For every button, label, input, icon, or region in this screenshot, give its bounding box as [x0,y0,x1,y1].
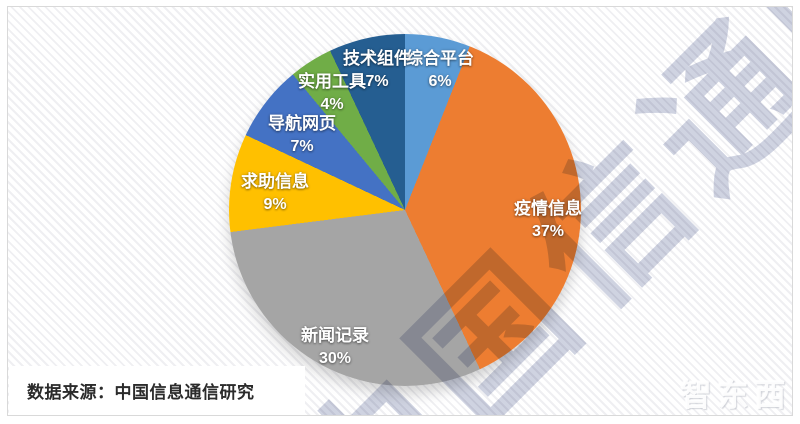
slice-label-jishuzujian: 技术组件 7% [343,47,411,93]
chart-panel: 中国信通院 综合平台 6% 疫情信息 37% 新闻记录 30% 求助信息 9% … [7,6,793,416]
slice-percent: 9% [263,196,287,213]
slice-name: 实用工具 [298,72,366,91]
data-source-text: 数据来源：中国信息通信研究 [27,383,255,402]
slice-percent: 7% [290,138,314,155]
slice-label-shiyonggongju: 实用工具 4% [298,70,366,116]
zhidx-logo-text: 智东西 [680,378,792,413]
slice-name: 技术组件 [343,49,411,68]
zhidx-logo: 智东西 zhidx.com [680,370,792,415]
slice-name: 疫情信息 [514,199,582,218]
slice-percent: 7% [365,73,389,90]
slice-name: 新闻记录 [301,326,369,345]
slice-percent: 30% [318,350,352,367]
slice-percent: 4% [320,96,344,113]
slice-label-daohangwangye: 导航网页 7% [268,112,336,158]
data-source-box: 数据来源：中国信息通信研究 [9,366,305,415]
slice-label-yiqingxinxi: 疫情信息 37% [514,197,582,243]
slice-percent: 6% [428,73,452,90]
slice-name: 求助信息 [241,172,309,191]
slice-label-qiuzhuxinxi: 求助信息 9% [241,170,309,216]
slice-name: 综合平台 [406,49,474,68]
slice-label-zonghepingtai: 综合平台 6% [406,47,474,93]
pie-chart [229,34,581,386]
slice-name: 导航网页 [268,114,336,133]
slice-percent: 37% [531,223,565,240]
slice-label-xinwenjilu: 新闻记录 30% [301,324,369,370]
